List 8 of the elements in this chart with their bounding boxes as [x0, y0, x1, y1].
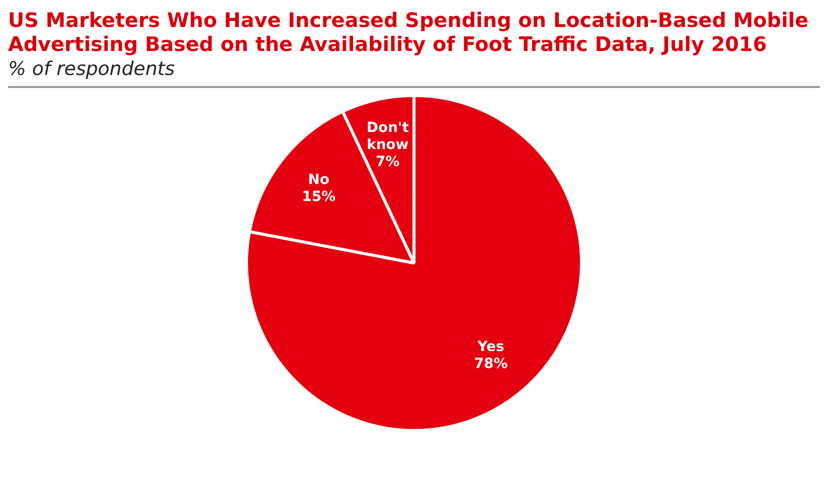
text: % of respondents [8, 58, 820, 88]
slice-label: Don't know [366, 120, 410, 153]
chart-title: US Marketers Who Have Increased Spending on Location-Based Mobile Advertising Based on the Availability of Foot Traffic Data, July 2016 [8, 8, 810, 56]
data-label: 7% [376, 154, 400, 170]
slice-label: No [308, 172, 330, 188]
data-label: 15% [302, 189, 336, 206]
data-label: 78% [474, 356, 508, 372]
slice-label: Yes [476, 339, 504, 356]
